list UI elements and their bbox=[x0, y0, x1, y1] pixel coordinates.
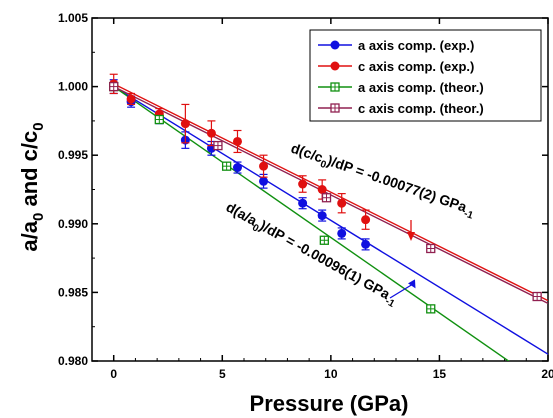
data-point bbox=[317, 211, 327, 221]
data-point bbox=[259, 161, 269, 171]
series-3 bbox=[109, 81, 542, 302]
data-point bbox=[126, 94, 136, 104]
data-point bbox=[232, 136, 242, 146]
data-point bbox=[337, 198, 347, 208]
y-tick-label: 0.985 bbox=[58, 285, 88, 299]
annotation-arrow-c bbox=[407, 220, 415, 241]
y-tick-label: 1.005 bbox=[58, 11, 88, 25]
legend-label: c axis comp. (exp.) bbox=[358, 59, 474, 74]
fit-lines bbox=[113, 83, 548, 361]
fit-line bbox=[113, 86, 548, 355]
y-tick-label: 0.980 bbox=[58, 354, 88, 368]
data-point bbox=[361, 215, 371, 225]
data-point bbox=[298, 198, 308, 208]
x-tick-label: 0 bbox=[110, 367, 117, 381]
y-tick-label: 1.000 bbox=[58, 80, 88, 94]
annotation-a-slope: d(a/a0)/dP = -0.00096(1) GPa-1 bbox=[222, 199, 401, 311]
annotation-c-slope: d(c/c0)/dP = -0.00077(2) GPa-1 bbox=[288, 140, 478, 222]
x-axis-title: Pressure (GPa) bbox=[250, 391, 409, 416]
legend-label: a axis comp. (exp.) bbox=[358, 38, 474, 53]
x-tick-label: 20 bbox=[541, 367, 553, 381]
data-point bbox=[232, 163, 242, 173]
data-point bbox=[298, 179, 308, 189]
data-point bbox=[361, 239, 371, 249]
data-point bbox=[206, 128, 216, 138]
annotation-arrow-a bbox=[389, 279, 416, 299]
x-tick-label: 10 bbox=[324, 367, 338, 381]
x-tick-label: 5 bbox=[219, 367, 226, 381]
data-point bbox=[259, 176, 269, 186]
legend-label: a axis comp. (theor.) bbox=[358, 80, 484, 95]
data-point bbox=[317, 185, 327, 194]
x-tick-label: 15 bbox=[433, 367, 447, 381]
fit-line bbox=[113, 86, 510, 361]
legend-marker bbox=[330, 40, 340, 50]
data-point bbox=[180, 119, 190, 129]
legend-marker bbox=[330, 61, 340, 71]
axes: 0 5 10 15 20 0.980 0.985 0.990 0.995 1.000 1.005 bbox=[58, 11, 553, 381]
data-layer bbox=[109, 73, 548, 361]
legend-label: c axis comp. (theor.) bbox=[358, 101, 484, 116]
data-point bbox=[337, 228, 347, 238]
y-tick-label: 0.995 bbox=[58, 148, 88, 162]
legend: a axis comp. (exp.) c axis comp. (exp.) a … bbox=[309, 29, 542, 122]
y-tick-label: 0.990 bbox=[58, 217, 88, 231]
y-axis-title: a/a0 and c/c0 bbox=[17, 122, 47, 251]
